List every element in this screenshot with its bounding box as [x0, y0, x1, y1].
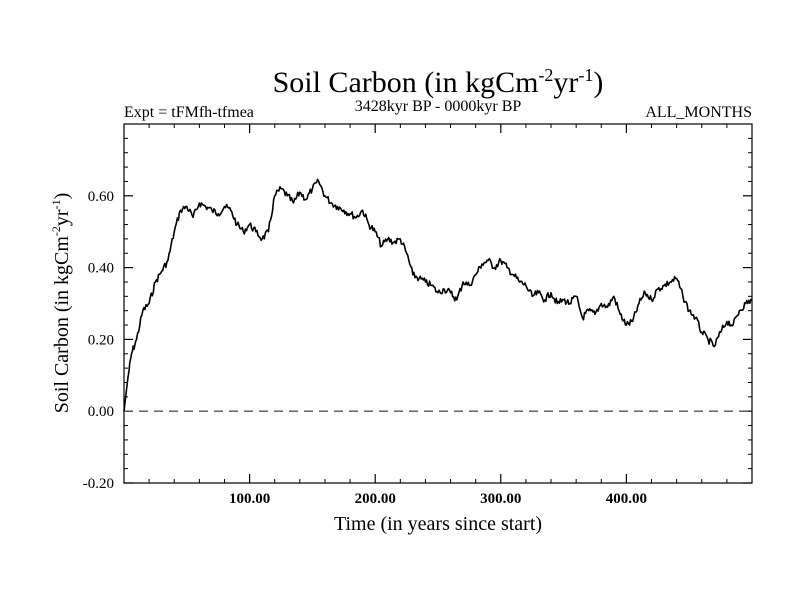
soil-carbon-series-line: [123, 178, 753, 412]
x-tick-labels: 100.00 200.00 300.00 400.00: [229, 491, 647, 507]
series-group: [123, 178, 753, 412]
y-tick-label: -0.20: [83, 476, 114, 492]
chart-title-sup2: -1: [578, 65, 593, 85]
plot-frame: [123, 123, 753, 484]
subtitle-right: ALL_MONTHS: [645, 104, 752, 121]
y-tick-label: 0.20: [88, 332, 114, 348]
x-tick-label: 100.00: [229, 491, 270, 507]
chart-title-sup1: -2: [538, 65, 553, 85]
x-tick-label: 300.00: [480, 491, 521, 507]
major-ticks: [124, 124, 752, 484]
chart-title-mid: yr: [553, 66, 578, 99]
y-tick-label: 0.60: [88, 189, 114, 205]
subtitle-center: 3428kyr BP - 0000kyr BP: [355, 98, 522, 115]
y-axis-label-sup2: -1: [49, 199, 63, 209]
x-tick-label: 200.00: [355, 491, 396, 507]
y-tick-label: 0.40: [88, 261, 114, 277]
x-axis-label: Time (in years since start): [334, 513, 542, 535]
y-axis-label-end: ): [51, 193, 73, 200]
y-axis-label-mid: yr: [51, 209, 73, 226]
y-axis-label: Soil Carbon (in kgCm-2yr-1): [49, 193, 73, 414]
subtitle-left: Expt = tFMfh-tfmea: [124, 104, 254, 121]
y-tick-label: 0.00: [88, 404, 114, 420]
y-tick-labels: -0.20 0.00 0.20 0.40 0.60: [83, 189, 114, 492]
y-axis-label-sup1: -2: [49, 226, 63, 236]
x-tick-label: 400.00: [606, 491, 647, 507]
minor-ticks: [124, 124, 752, 483]
chart-title-main: Soil Carbon (in kgCm: [273, 66, 539, 99]
chart-title-end: ): [593, 66, 603, 99]
y-axis-label-main: Soil Carbon (in kgCm: [51, 236, 73, 414]
chart-title: Soil Carbon (in kgCm-2yr-1): [273, 65, 604, 99]
